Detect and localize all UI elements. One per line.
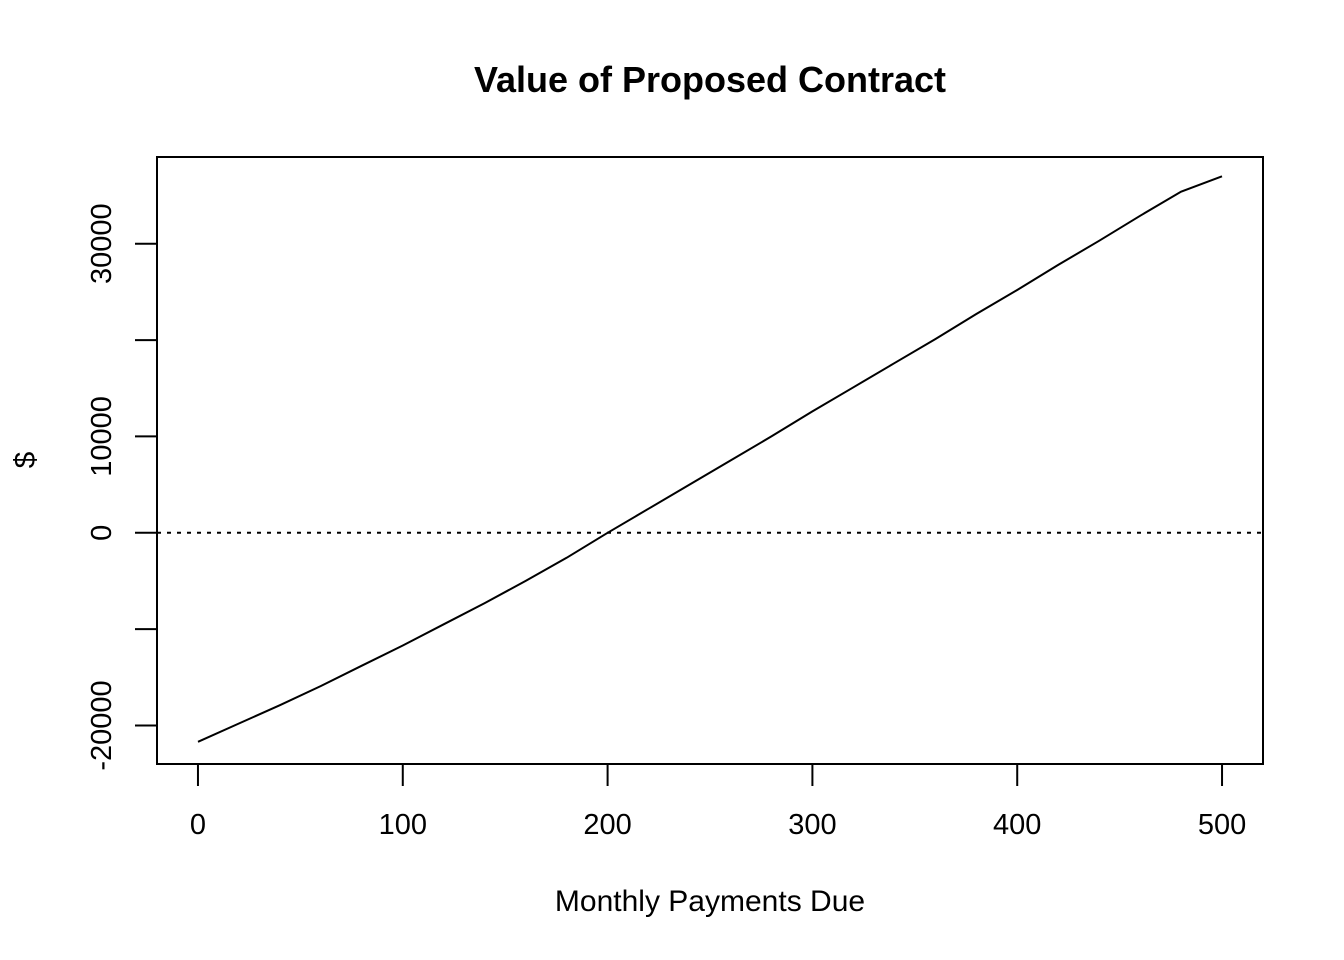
y-tick-label: -20000: [86, 680, 118, 770]
y-axis: -20000 0 10000 30000: [86, 203, 158, 771]
x-tick-label: 300: [788, 809, 836, 841]
x-tick-label: 500: [1198, 809, 1246, 841]
series-layer: [157, 175, 1263, 743]
chart-title: Value of Proposed Contract: [474, 59, 946, 100]
y-tick-label: 0: [86, 525, 118, 541]
x-tick-label: 100: [379, 809, 427, 841]
x-tick-label: 400: [993, 809, 1041, 841]
y-tick-label: 30000: [86, 203, 118, 284]
x-axis-label: Monthly Payments Due: [555, 885, 865, 918]
x-tick-label: 0: [190, 809, 206, 841]
contract-value-line: [197, 175, 1223, 743]
plot-frame: [156, 156, 1264, 765]
y-axis-label: $: [9, 451, 42, 468]
y-tick-label: 10000: [86, 396, 118, 477]
x-tick-label: 200: [583, 809, 631, 841]
x-axis: 0 100 200 300 400 500: [190, 763, 1246, 841]
